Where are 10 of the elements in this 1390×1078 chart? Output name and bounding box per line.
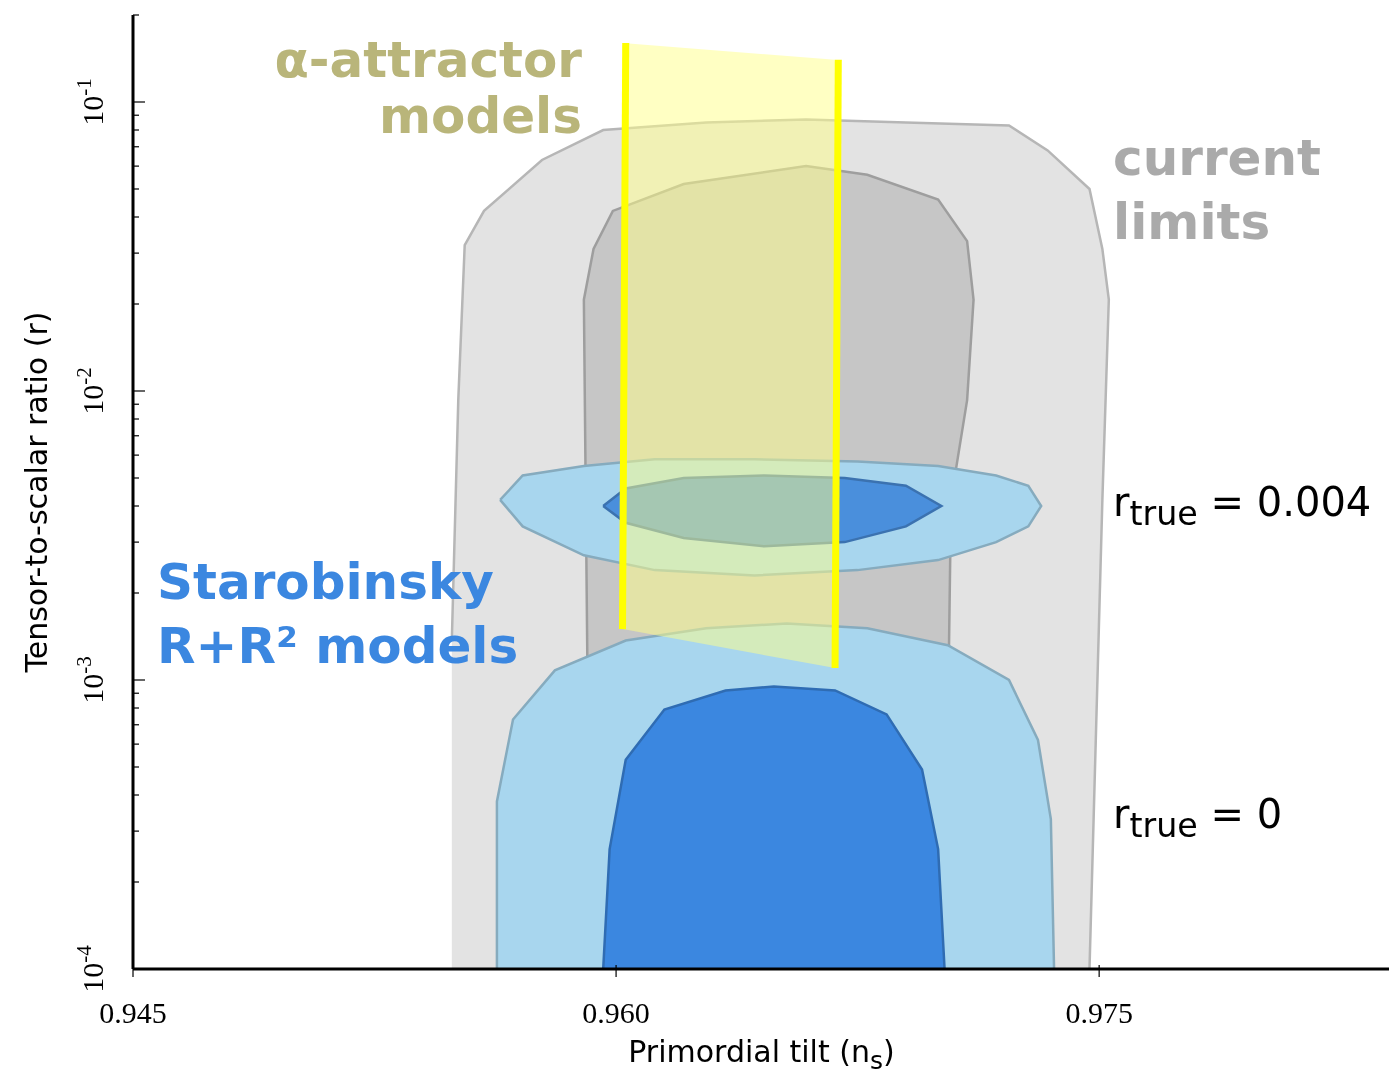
y-axis-title: Tensor-to-scalar ratio (r) bbox=[18, 310, 55, 675]
x-tick-label: 0.975 bbox=[1065, 996, 1133, 1029]
annotation: r$_{true}$ = 0 bbox=[1113, 790, 1284, 847]
x-tick-label: 0.945 bbox=[99, 996, 167, 1029]
annotation: α-attractor models bbox=[273, 31, 582, 145]
x-tick-label: 0.960 bbox=[582, 996, 650, 1029]
annotation: current limits bbox=[1113, 128, 1322, 253]
x-axis-title: Primordial tilt (n$_{s}$) bbox=[627, 1034, 896, 1075]
annotation: Starobinsky R+R² models bbox=[157, 552, 520, 677]
annotation: r$_{true}$ = 0.004 bbox=[1113, 478, 1373, 535]
